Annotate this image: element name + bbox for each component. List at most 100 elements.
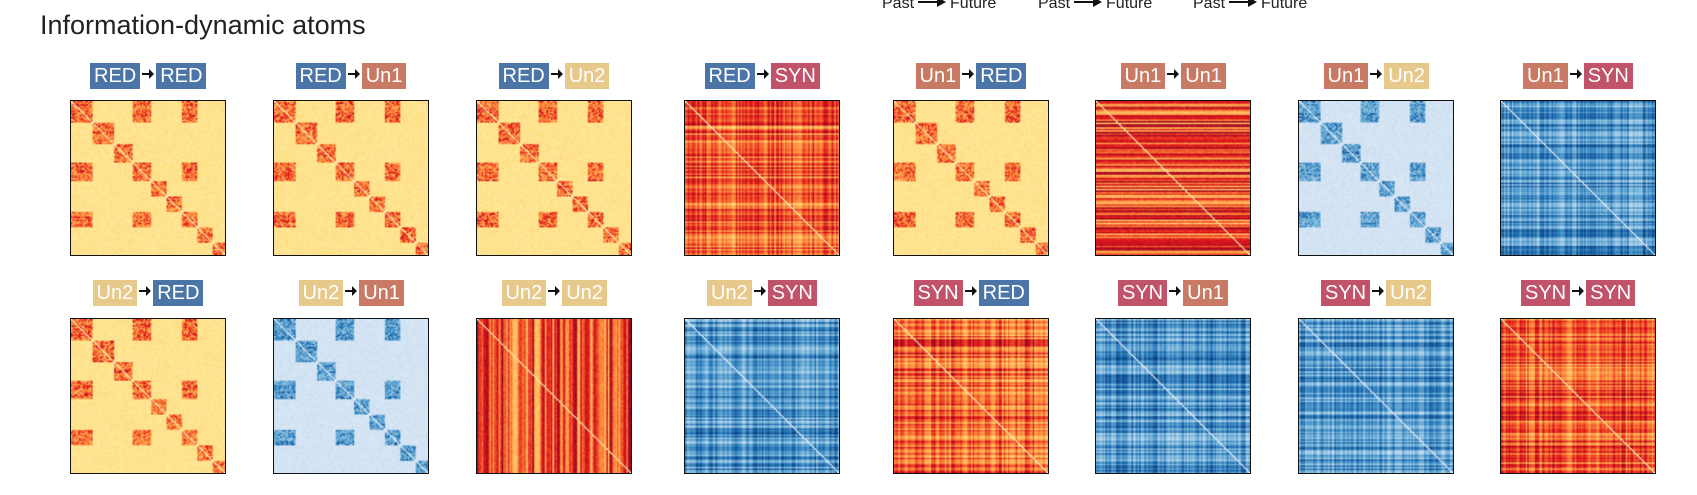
matrix-heatmap (477, 101, 631, 255)
past-future-label: Past Future (882, 0, 996, 13)
past-text: Past (1193, 0, 1226, 12)
matrix-heatmap (477, 319, 631, 473)
connectivity-matrix (893, 318, 1049, 474)
arrow-right-icon (752, 284, 768, 303)
source-badge: RED (295, 63, 346, 89)
matrix-heatmap (1096, 319, 1250, 473)
matrix-heatmap (1501, 319, 1655, 473)
arrow-right-icon (963, 284, 979, 303)
matrix-heatmap (685, 319, 839, 473)
arrow-right-icon (914, 0, 950, 13)
atom-label: Un1 RED (915, 63, 1027, 89)
matrix-heatmap (274, 319, 428, 473)
target-badge: Un2 (562, 280, 607, 306)
arrow-right-icon (1568, 67, 1584, 86)
matrix-heatmap (1299, 319, 1453, 473)
arrow-right-icon (755, 67, 771, 86)
matrix-heatmap (71, 101, 225, 255)
target-badge: RED (153, 280, 204, 306)
connectivity-matrix (70, 100, 226, 256)
target-badge: SYN (1583, 63, 1633, 89)
source-badge: Un1 (1323, 63, 1369, 89)
source-badge: Un1 (1120, 63, 1166, 89)
arrow-right-icon (346, 67, 362, 86)
atom-label: SYN Un2 (1321, 280, 1431, 306)
source-badge: Un2 (298, 280, 344, 306)
arrow-right-icon (960, 67, 976, 86)
source-badge: Un1 (1523, 63, 1568, 89)
atom-label: SYN RED (913, 280, 1029, 306)
target-badge: RED (156, 63, 207, 89)
source-badge: RED (704, 63, 755, 89)
source-badge: Un2 (92, 280, 138, 306)
target-badge: Un1 (361, 63, 407, 89)
arrow-right-icon (549, 67, 565, 86)
source-badge: SYN (913, 280, 963, 306)
connectivity-matrix (684, 100, 840, 256)
connectivity-matrix (893, 100, 1049, 256)
target-badge: SYN (767, 280, 817, 306)
arrow-right-icon (546, 284, 562, 303)
atom-label: Un2 Un2 (501, 280, 607, 306)
matrix-heatmap (71, 319, 225, 473)
source-badge: Un2 (707, 280, 752, 306)
target-badge: RED (978, 280, 1029, 306)
arrow-right-icon (1165, 67, 1181, 86)
future-text: Future (1261, 0, 1308, 12)
matrix-heatmap (894, 101, 1048, 255)
arrow-right-icon (1225, 0, 1261, 13)
matrix-heatmap (1501, 101, 1655, 255)
connectivity-matrix (1298, 318, 1454, 474)
arrow-right-icon (1368, 67, 1384, 86)
connectivity-matrix (1095, 100, 1251, 256)
past-text: Past (1038, 0, 1071, 12)
target-badge: Un2 (1386, 280, 1431, 306)
atom-label: Un1 SYN (1523, 63, 1633, 89)
source-badge: RED (90, 63, 141, 89)
target-badge: Un2 (1384, 63, 1429, 89)
arrow-right-icon (1070, 0, 1106, 13)
target-badge: Un2 (564, 63, 610, 89)
source-badge: SYN (1118, 280, 1168, 306)
matrix-heatmap (1096, 101, 1250, 255)
atom-label: RED RED (90, 63, 207, 89)
atom-label: Un1 Un1 (1120, 63, 1226, 89)
arrow-right-icon (140, 67, 156, 86)
target-badge: RED (976, 63, 1027, 89)
arrow-right-icon (1167, 284, 1183, 303)
atom-label: Un2 RED (92, 280, 204, 306)
target-badge: SYN (770, 63, 820, 89)
connectivity-matrix (70, 318, 226, 474)
past-text: Past (882, 0, 915, 12)
atom-label: SYN SYN (1521, 280, 1636, 306)
atom-label: Un1 Un2 (1323, 63, 1429, 89)
atom-label: RED Un1 (295, 63, 407, 89)
atom-label: RED SYN (704, 63, 820, 89)
future-text: Future (1106, 0, 1153, 12)
matrix-heatmap (1299, 101, 1453, 255)
target-badge: Un1 (1181, 63, 1226, 89)
arrow-right-icon (343, 284, 359, 303)
atom-label: Un2 SYN (707, 280, 817, 306)
source-badge: RED (498, 63, 549, 89)
source-badge: Un2 (501, 280, 547, 306)
connectivity-matrix (1500, 100, 1656, 256)
connectivity-matrix (476, 100, 632, 256)
connectivity-matrix (1298, 100, 1454, 256)
connectivity-matrix (476, 318, 632, 474)
figure-title: Information-dynamic atoms (40, 10, 366, 40)
connectivity-matrix (1095, 318, 1251, 474)
past-future-label: Past Future (1193, 0, 1307, 13)
matrix-heatmap (894, 319, 1048, 473)
source-badge: Un1 (915, 63, 961, 89)
atom-label: RED Un2 (498, 63, 610, 89)
arrow-right-icon (137, 284, 153, 303)
connectivity-matrix (273, 318, 429, 474)
arrow-right-icon (1570, 284, 1586, 303)
atom-label: Un2 Un1 (298, 280, 404, 306)
matrix-heatmap (685, 101, 839, 255)
atom-label: SYN Un1 (1118, 280, 1228, 306)
past-future-label: Past Future (1038, 0, 1152, 13)
target-badge: Un1 (1183, 280, 1228, 306)
future-text: Future (950, 0, 997, 12)
